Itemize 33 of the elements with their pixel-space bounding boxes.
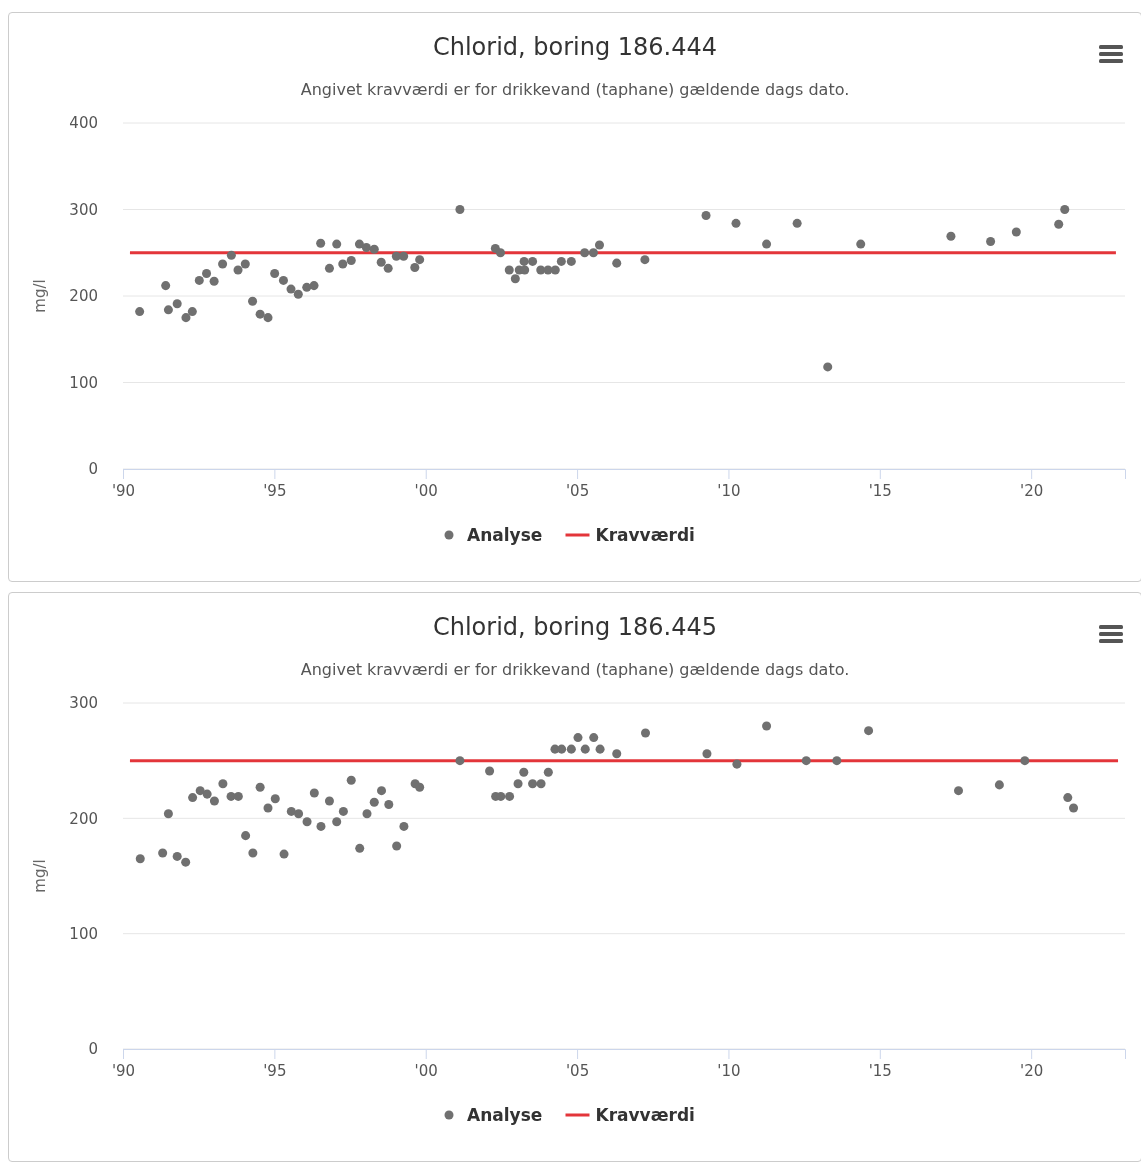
x-tick-label: '20	[1020, 481, 1044, 500]
x-tick-label: '10	[717, 481, 741, 500]
x-tick-label: '95	[263, 1061, 287, 1080]
chart-title: Chlorid, boring 186.445	[432, 613, 718, 641]
y-tick-label: 300	[69, 694, 98, 713]
y-tick-label: 0	[88, 460, 98, 479]
x-tick-label: '05	[565, 1061, 590, 1080]
chart-title: Chlorid, boring 186.444	[432, 33, 718, 61]
y-axis-title: mg/l	[31, 859, 49, 893]
y-axis-title: mg/l	[31, 279, 49, 313]
x-tick-label: '90	[111, 1061, 136, 1080]
chart-subtitle: Angivet kravværdi er for drikkevand (taphane) gældende dags dato.	[300, 80, 850, 99]
y-tick-label: 200	[69, 809, 98, 828]
y-tick-label: 200	[69, 287, 98, 306]
x-tick-label: '00	[414, 1061, 438, 1080]
x-tick-label: '10	[717, 1061, 741, 1080]
y-tick-label: 300	[69, 200, 98, 219]
legend-label: Analyse	[467, 1105, 543, 1125]
x-tick-label: '15	[868, 481, 892, 500]
x-tick-label: '20	[1020, 1061, 1044, 1080]
y-tick-label: 400	[69, 114, 98, 133]
y-tick-label: 100	[69, 924, 98, 943]
x-tick-label: '05	[565, 481, 590, 500]
x-tick-label: '90	[111, 481, 136, 500]
legend-label: Kravværdi	[595, 525, 695, 545]
x-tick-label: '95	[263, 481, 287, 500]
y-tick-label: 100	[69, 373, 98, 392]
y-tick-label: 0	[88, 1040, 98, 1059]
legend-label: Analyse	[467, 525, 543, 545]
chart-subtitle: Angivet kravværdi er for drikkevand (taphane) gældende dags dato.	[300, 660, 850, 679]
x-tick-label: '00	[414, 481, 438, 500]
legend-label: Kravværdi	[595, 1105, 695, 1125]
x-tick-label: '15	[868, 1061, 892, 1080]
